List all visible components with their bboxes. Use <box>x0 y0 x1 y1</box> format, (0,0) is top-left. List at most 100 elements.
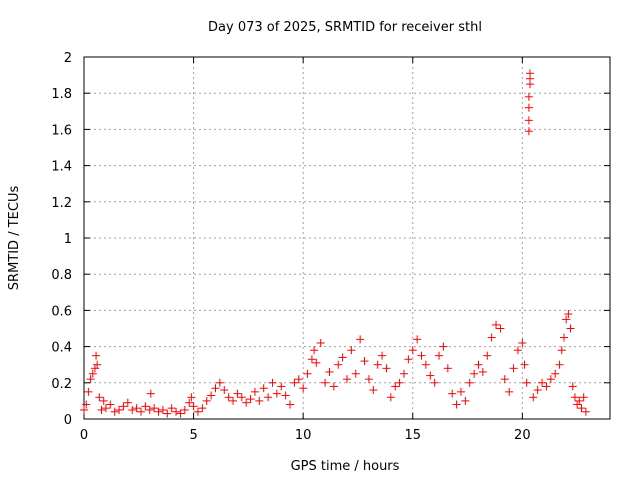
data-point <box>158 405 167 414</box>
y-tick-label: 1 <box>64 232 72 247</box>
data-point <box>456 387 465 396</box>
data-point <box>198 404 207 413</box>
data-point <box>99 396 108 405</box>
data-point <box>250 387 259 396</box>
data-point <box>351 369 360 378</box>
data-point <box>84 387 93 396</box>
data-point <box>303 369 312 378</box>
data-point <box>524 103 533 112</box>
data-point <box>500 375 509 384</box>
data-point <box>448 389 457 398</box>
data-point <box>579 393 588 402</box>
data-point <box>136 407 145 416</box>
data-point <box>386 393 395 402</box>
y-tick-label: 1.4 <box>51 160 72 175</box>
x-tick-label: 10 <box>295 428 312 443</box>
data-point <box>93 360 102 369</box>
data-point <box>435 351 444 360</box>
data-point <box>90 364 99 373</box>
data-point <box>562 315 571 324</box>
y-tick-label: 2 <box>64 51 72 66</box>
data-point <box>233 389 242 398</box>
data-point <box>378 351 387 360</box>
data-point <box>575 396 584 405</box>
data-point <box>187 393 196 402</box>
data-point <box>474 360 483 369</box>
data-point <box>529 393 538 402</box>
data-point <box>246 395 255 404</box>
data-point <box>334 360 343 369</box>
data-point <box>255 396 264 405</box>
data-point <box>176 409 185 418</box>
data-point <box>141 402 150 411</box>
data-point <box>80 405 88 414</box>
data-marks <box>80 69 590 418</box>
chart-title: Day 073 of 2025, SRMTID for receiver sth… <box>208 20 482 35</box>
grid-lines <box>84 57 610 419</box>
data-point <box>312 358 321 367</box>
data-point <box>546 375 555 384</box>
data-point <box>310 346 319 355</box>
data-point <box>82 400 91 409</box>
data-point <box>391 382 400 391</box>
data-point <box>452 400 461 409</box>
data-point <box>573 400 582 409</box>
data-point <box>154 407 163 416</box>
data-point <box>119 402 128 411</box>
data-point <box>373 360 382 369</box>
data-point <box>202 396 211 405</box>
data-point <box>95 393 104 402</box>
data-point <box>321 378 330 387</box>
data-point <box>568 382 577 391</box>
data-point <box>492 320 501 329</box>
data-point <box>211 384 220 393</box>
data-point <box>439 342 448 351</box>
data-point <box>286 400 295 409</box>
x-tick-label: 15 <box>404 428 421 443</box>
data-point <box>237 393 246 402</box>
data-point <box>542 382 551 391</box>
data-point <box>518 338 527 347</box>
data-point <box>220 386 229 395</box>
data-point <box>496 324 505 333</box>
data-point <box>461 396 470 405</box>
data-point <box>172 407 181 416</box>
data-point <box>110 407 119 416</box>
data-point <box>180 405 189 414</box>
data-point <box>505 387 514 396</box>
data-point <box>426 371 435 380</box>
data-point <box>307 355 316 364</box>
data-point <box>193 407 202 416</box>
data-point <box>555 360 564 369</box>
data-point <box>224 393 233 402</box>
x-axis-label: GPS time / hours <box>291 459 400 474</box>
data-point <box>524 116 533 125</box>
data-point <box>185 398 194 407</box>
data-point <box>478 367 487 376</box>
data-point <box>294 375 303 384</box>
data-point <box>207 391 216 400</box>
data-point <box>343 375 351 384</box>
data-point <box>128 405 137 414</box>
y-axis-label: SRMTID / TECUs <box>7 186 22 291</box>
data-point <box>395 378 404 387</box>
data-point <box>413 335 422 344</box>
data-point <box>524 127 533 136</box>
data-point <box>290 378 299 387</box>
data-point <box>272 389 281 398</box>
data-point <box>408 346 417 355</box>
data-point <box>564 310 573 319</box>
data-point <box>520 360 529 369</box>
data-point <box>189 402 198 411</box>
data-point <box>364 375 373 384</box>
y-tick-label: 1.8 <box>51 87 72 102</box>
data-point <box>513 346 522 355</box>
data-point <box>215 378 224 387</box>
data-point <box>483 351 492 360</box>
data-point <box>559 333 568 342</box>
data-point <box>526 69 535 78</box>
data-point <box>417 351 426 360</box>
data-point <box>316 338 325 347</box>
data-point <box>566 324 575 333</box>
